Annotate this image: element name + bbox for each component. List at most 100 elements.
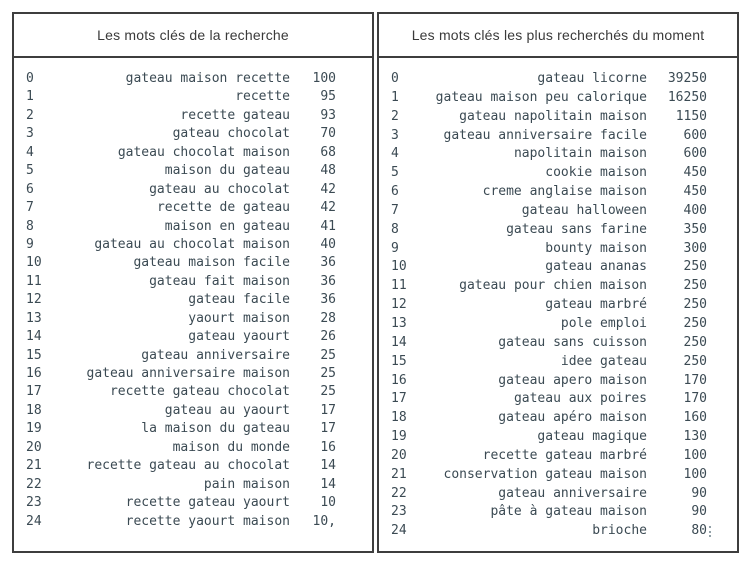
cell-value: 160	[683, 410, 707, 426]
table-body: 0 gateau licorne 39250 1 gateau maison peu c…	[379, 58, 737, 541]
table-title: Les mots clés de la recherche	[14, 14, 372, 58]
cell-keyword: maison du monde	[172, 439, 290, 455]
cell-keyword: gateau au yaourt	[164, 402, 290, 418]
table-body: 0 gateau maison recette 100 1 recette 95 2 rece…	[14, 58, 372, 531]
cell-index: 5	[391, 165, 399, 181]
cell-value: 28	[320, 310, 336, 326]
table-row: 0 gateau licorne 39250	[379, 70, 737, 89]
table-row: 11 gateau pour chien maison 250	[379, 277, 737, 296]
cell-value: 95	[320, 89, 336, 105]
cell-value: 16	[320, 439, 336, 455]
cell-keyword: gateau anniversaire maison	[86, 366, 291, 381]
table-row: 7 gateau halloween 400	[379, 202, 737, 221]
table-row: 4 napolitain maison 600	[379, 145, 737, 164]
cell-keyword: yaourt maison	[188, 310, 290, 326]
cell-keyword: gateau apero maison	[498, 372, 647, 388]
cell-keyword: gateau anniversaire	[141, 347, 290, 363]
cell-keyword: gateau aux poires	[513, 391, 647, 407]
cell-value: 25	[320, 347, 336, 363]
cell-index: 18	[391, 410, 407, 426]
table-row: 13 pole emploi 250	[379, 315, 737, 334]
cell-value: 42	[320, 200, 336, 216]
table-row: 23 pâte à gateau maison 90	[379, 503, 737, 522]
cell-index: 17	[391, 391, 407, 407]
cell-keyword: gateau marbré	[545, 297, 647, 313]
cell-value: 90	[691, 504, 707, 520]
cell-index: 15	[26, 347, 42, 363]
cell-keyword: gateau halloween	[521, 202, 647, 218]
cell-index: 22	[26, 476, 42, 492]
cell-index: 13	[26, 310, 42, 326]
cell-keyword: recette gateau chocolat	[109, 384, 290, 400]
cell-keyword: maison en gateau	[164, 218, 290, 234]
cell-index: 18	[26, 402, 42, 418]
cell-keyword: gateau anniversaire facile	[443, 127, 648, 143]
table-row: 0 gateau maison recette 100	[14, 70, 372, 88]
text-cursor	[709, 526, 711, 538]
cell-index: 8	[391, 221, 399, 237]
cell-index: 19	[26, 421, 42, 437]
table-row: 17 recette gateau chocolat 25	[14, 383, 372, 401]
cell-index: 9	[26, 236, 34, 252]
table-title: Les mots clés les plus recherchés du mom…	[379, 14, 737, 58]
cell-index: 10	[26, 255, 42, 271]
cell-value: 250	[683, 259, 707, 275]
cell-index: 11	[391, 278, 407, 294]
cell-value: 250	[683, 315, 707, 331]
cell-index: 9	[391, 240, 399, 256]
cell-keyword: gateau anniversaire	[498, 485, 647, 501]
table-row: 22 pain maison 14	[14, 476, 372, 494]
cell-value: 250	[683, 353, 707, 369]
cell-index: 1	[391, 89, 399, 105]
table-row: 19 gateau magique 130	[379, 428, 737, 447]
cell-value: 40	[320, 236, 336, 252]
cell-index: 14	[26, 329, 42, 345]
cell-value: 450	[683, 165, 707, 181]
table-row: 8 gateau sans farine 350	[379, 221, 737, 240]
cell-index: 3	[391, 127, 399, 143]
cell-keyword: gateau chocolat maison	[117, 144, 290, 160]
cell-index: 7	[26, 200, 34, 216]
table-row: 9 bounty maison 300	[379, 240, 737, 259]
cell-index: 16	[391, 372, 407, 388]
cell-keyword: gateau maison facile	[133, 255, 290, 271]
table-row: 2 gateau napolitain maison 1150	[379, 108, 737, 127]
cell-index: 15	[391, 353, 407, 369]
cell-keyword: recette de gateau	[156, 200, 290, 216]
cell-keyword: gateau sans farine	[506, 221, 647, 237]
cell-value: 16250	[667, 89, 707, 105]
cell-value: 25	[320, 366, 336, 381]
cell-value: 100	[683, 447, 707, 463]
cell-value: 450	[683, 184, 707, 200]
cell-index: 2	[391, 108, 399, 124]
table-row: 21 recette gateau au chocolat 14	[14, 457, 372, 475]
cell-value: 400	[683, 202, 707, 218]
cell-keyword: recette gateau au chocolat	[86, 458, 291, 474]
table-row: 5 maison du gateau 48	[14, 162, 372, 180]
cell-keyword: gateau ananas	[545, 259, 647, 275]
cell-value: 39250	[667, 71, 707, 86]
table-row: 16 gateau apero maison 170	[379, 372, 737, 391]
cell-value: 36	[320, 273, 336, 289]
cell-value: 48	[320, 163, 336, 179]
table-row: 11 gateau fait maison 36	[14, 273, 372, 291]
cell-index: 16	[26, 366, 42, 381]
cell-keyword: creme anglaise maison	[482, 184, 647, 200]
table-row: 9 gateau au chocolat maison 40	[14, 236, 372, 254]
cell-keyword: gateau maison peu calorique	[435, 89, 647, 105]
cell-index: 7	[391, 202, 399, 218]
cell-value: 26	[320, 329, 336, 345]
cell-keyword: pâte à gateau maison	[490, 504, 647, 520]
cell-keyword: gateau licorne	[537, 71, 647, 86]
table-row: 18 gateau apéro maison 160	[379, 409, 737, 428]
table-row: 10 gateau ananas 250	[379, 258, 737, 277]
table-row: 3 gateau anniversaire facile 600	[379, 127, 737, 146]
table-row: 1 recette 95	[14, 88, 372, 106]
table-row: 5 cookie maison 450	[379, 164, 737, 183]
cell-value: 10,	[312, 513, 336, 529]
table-row: 20 recette gateau marbré 100	[379, 447, 737, 466]
cell-index: 8	[26, 218, 34, 234]
cell-keyword: pole emploi	[560, 315, 647, 331]
cell-index: 24	[26, 513, 42, 529]
cell-index: 10	[391, 259, 407, 275]
